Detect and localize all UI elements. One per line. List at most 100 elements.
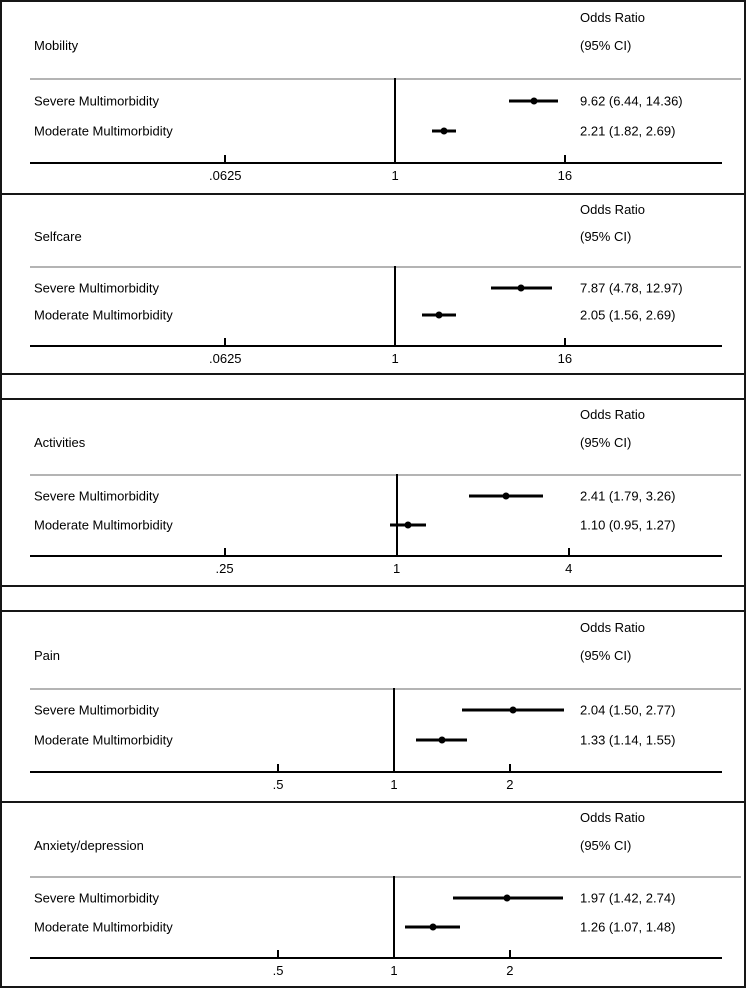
reference-line-or-1 [394,266,397,346]
forest-panel: Activities Odds Ratio (95% CI) .25 1 4 Sev… [0,398,746,587]
or-point-marker [440,127,448,135]
axis-tick [223,548,226,557]
header-separator-line [30,78,741,81]
forest-panel: Anxiety/depression Odds Ratio (95% CI) .… [0,801,746,988]
or-point-marker [530,97,538,105]
row-label: Moderate Multimorbidity [34,517,173,533]
panel-title: Mobility [34,38,79,54]
or-point-marker [509,706,517,714]
row-label: Severe Multimorbidity [34,702,159,718]
axis-tick [508,949,511,958]
plot-area: .0625 1 16 [30,195,722,373]
or-ci-value: 2.21 (1.82, 2.69) [580,123,676,139]
odds-ratio-header: Odds Ratio [580,407,646,423]
axis-tick [395,548,398,557]
row-label: Moderate Multimorbidity [34,307,173,323]
axis-tick-label: 2 [506,962,514,978]
row-label: Severe Multimorbidity [34,890,159,906]
axis-tick [224,155,227,164]
axis-tick [394,337,397,346]
or-point-marker [435,311,443,319]
or-ci-value: 1.97 (1.42, 2.74) [580,890,676,906]
header-separator-line [30,687,741,690]
forest-panel: Pain Odds Ratio (95% CI) .5 1 2 Severe Mul… [0,610,746,803]
axis-tick [392,949,395,958]
or-ci-value: 1.33 (1.14, 1.55) [580,732,676,748]
row-label: Severe Multimorbidity [34,488,159,504]
row-label: Moderate Multimorbidity [34,732,173,748]
axis-tick-label: 1 [390,776,398,792]
axis-tick-label: 2 [506,776,514,792]
axis-tick [508,763,511,772]
or-ci-value: 7.87 (4.78, 12.97) [580,280,683,296]
x-axis-line [30,162,722,165]
row-label: Moderate Multimorbidity [34,123,173,139]
forest-panel: Mobility Odds Ratio (95% CI) .0625 1 16 Se… [0,0,746,195]
header-separator-line [30,474,741,476]
header-separator-line [30,266,741,269]
panel-title: Pain [34,647,61,663]
or-point-marker [503,894,511,902]
reference-line-or-1 [392,687,395,772]
x-axis-line [30,344,722,347]
x-axis-line [30,555,722,558]
ci-header: (95% CI) [580,228,632,244]
or-ci-value: 1.26 (1.07, 1.48) [580,919,676,935]
panel-gap [0,375,746,398]
plot-area: .25 1 4 [30,400,722,585]
axis-tick [563,337,566,346]
panel-title: Anxiety/depression [34,837,144,853]
odds-ratio-header: Odds Ratio [580,202,646,218]
row-label: Severe Multimorbidity [34,93,159,109]
ci-header: (95% CI) [580,837,632,853]
axis-tick-label: .0625 [209,168,242,184]
or-ci-value: 2.41 (1.79, 3.26) [580,488,676,504]
reference-line-or-1 [395,474,398,557]
odds-ratio-header: Odds Ratio [580,810,646,826]
or-point-marker [517,284,525,292]
axis-tick-label: 1 [390,962,398,978]
axis-tick [277,763,280,772]
header-separator-line [30,876,741,879]
axis-tick [224,337,227,346]
axis-tick [392,763,395,772]
axis-tick-label: .5 [272,962,284,978]
panel-title: Selfcare [34,228,82,244]
reference-line-or-1 [392,876,395,958]
reference-line-or-1 [394,78,397,164]
odds-ratio-header: Odds Ratio [580,9,646,25]
ci-header: (95% CI) [580,38,632,54]
forest-panel: Selfcare Odds Ratio (95% CI) .0625 1 16 Se… [0,193,746,375]
axis-tick-label: .25 [215,561,234,577]
plot-area: .5 1 2 [30,803,722,986]
or-point-marker [438,736,446,744]
plot-area: .0625 1 16 [30,2,722,193]
or-point-marker [429,923,437,931]
or-ci-value: 2.05 (1.56, 2.69) [580,307,676,323]
or-point-marker [404,521,412,529]
axis-tick-label: .5 [272,776,284,792]
or-ci-value: 1.10 (0.95, 1.27) [580,517,676,533]
axis-tick [277,949,280,958]
axis-tick-label: 1 [391,350,399,366]
axis-tick-label: 4 [565,561,573,577]
axis-tick [567,548,570,557]
axis-tick-label: 1 [391,168,399,184]
ci-header: (95% CI) [580,647,632,663]
axis-tick [563,155,566,164]
axis-tick-label: 1 [393,561,401,577]
ci-header: (95% CI) [580,435,632,451]
axis-tick-label: 16 [557,168,573,184]
x-axis-line [30,956,722,959]
axis-tick [394,155,397,164]
panel-gap [0,587,746,610]
plot-area: .5 1 2 [30,612,722,801]
panel-title: Activities [34,435,86,451]
odds-ratio-header: Odds Ratio [580,619,646,635]
x-axis-line [30,770,722,773]
axis-tick-label: 16 [557,350,573,366]
or-ci-value: 9.62 (6.44, 14.36) [580,93,683,109]
row-label: Severe Multimorbidity [34,280,159,296]
or-point-marker [502,492,510,500]
